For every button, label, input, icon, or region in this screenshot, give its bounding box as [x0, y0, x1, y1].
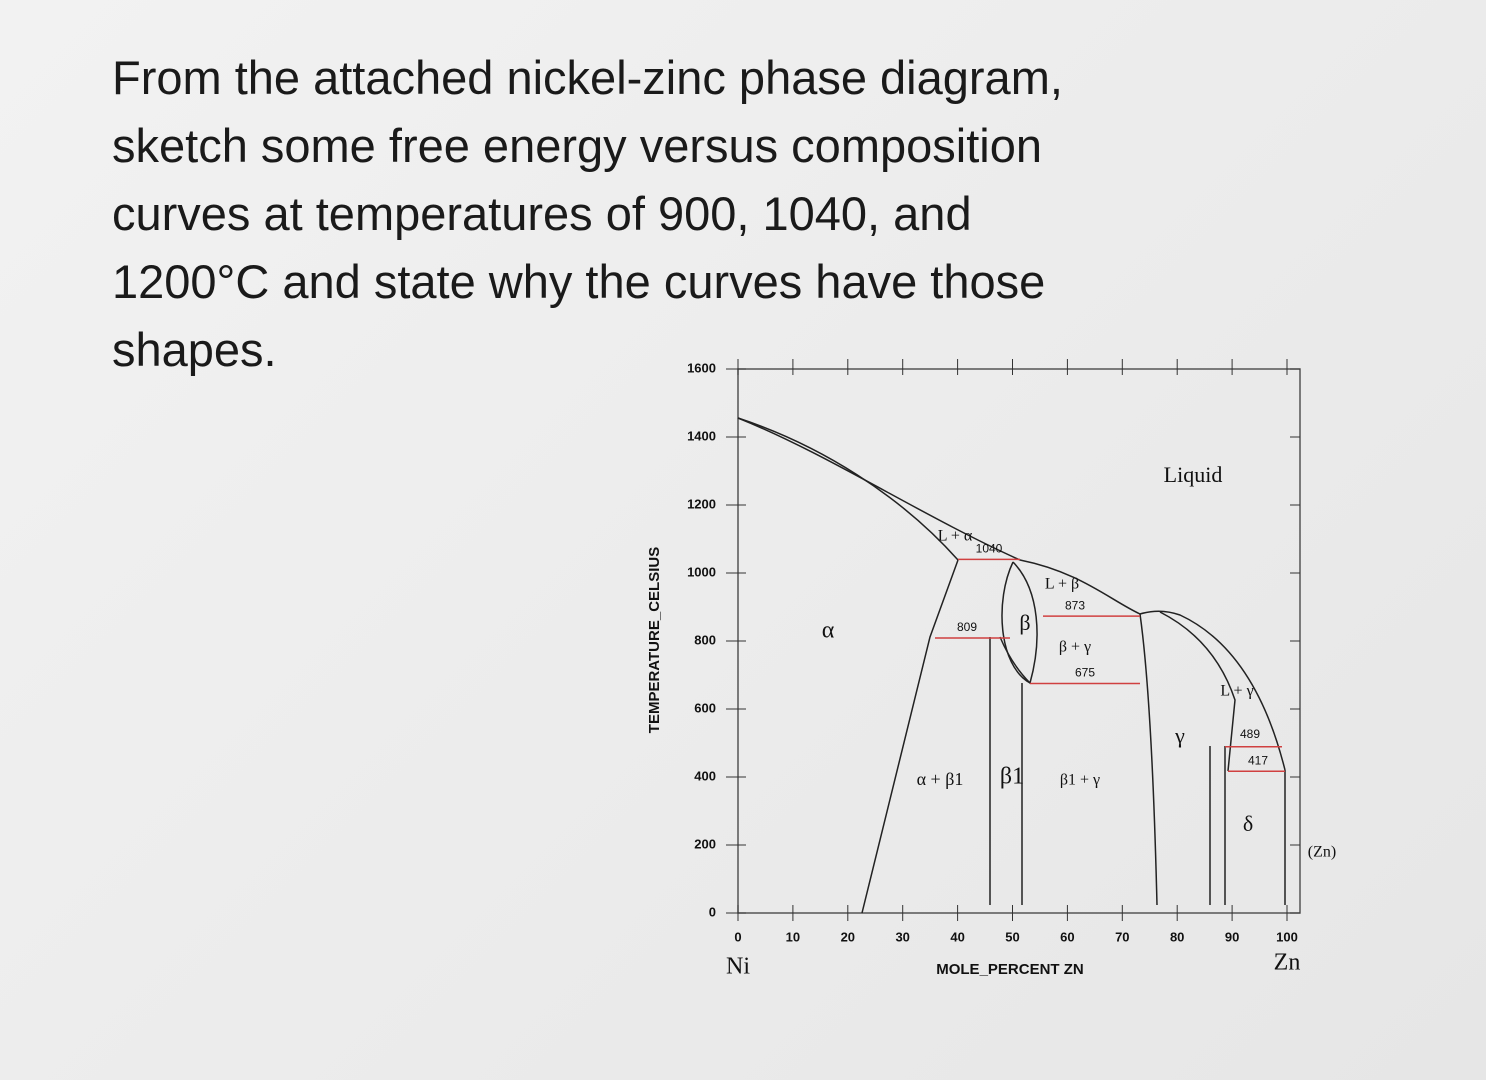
x-tick-label: 70: [1115, 929, 1129, 944]
beta-boundary: [999, 636, 1031, 684]
region-label: β + γ: [1059, 639, 1091, 656]
y-tick-label: 1400: [687, 428, 716, 443]
region-label: β: [1019, 610, 1030, 635]
x-tick-label: 40: [950, 929, 964, 944]
region-label: (Zn): [1308, 844, 1336, 861]
y-tick-label: 1600: [687, 360, 716, 375]
isotherm-label: 675: [1075, 666, 1095, 680]
question-line: shapes.: [112, 323, 277, 376]
y-tick-label: 0: [709, 904, 716, 919]
question-line: 1200°C and state why the curves have tho…: [112, 255, 1046, 308]
gamma-solidus: [1159, 611, 1236, 772]
region-label: γ: [1174, 723, 1185, 748]
question-line: curves at temperatures of 900, 1040, and: [112, 187, 972, 240]
x-tick-label: 100: [1276, 929, 1298, 944]
x-tick-label: 20: [841, 929, 855, 944]
beta1-boundaries: [989, 637, 1023, 905]
x-axis-title: MOLE_PERCENT ZN: [936, 961, 1084, 978]
solidus: [737, 417, 959, 561]
y-tick-label: 400: [694, 768, 716, 783]
isotherm-label: 417: [1248, 753, 1268, 767]
isotherm-label: 1040: [976, 542, 1003, 556]
isotherm-label: 489: [1240, 727, 1260, 741]
y-tick-label: 1000: [687, 564, 716, 579]
gamma-boundary: [1139, 613, 1158, 906]
liquidus: [737, 417, 1141, 615]
region-label: L + β: [1045, 576, 1079, 593]
region-label: L + γ: [1220, 683, 1253, 700]
left-end-label: Ni: [726, 954, 750, 980]
question-line: sketch some free energy versus compositi…: [112, 119, 1042, 172]
y-tick-label: 200: [694, 836, 716, 851]
y-tick-label: 600: [694, 700, 716, 715]
isotherm-label: 809: [957, 620, 977, 634]
region-label: δ: [1243, 811, 1253, 836]
region-label: α + β1: [917, 769, 964, 789]
x-tick-label: 50: [1005, 929, 1019, 944]
x-tick-label: 90: [1225, 929, 1239, 944]
y-axis-title: TEMPERATURE_CELSIUS: [646, 547, 663, 733]
delta-boundaries: [1209, 746, 1286, 905]
region-label: α: [822, 618, 835, 644]
isotherm-label: 873: [1065, 598, 1085, 612]
question-line: From the attached nickel-zinc phase diag…: [112, 51, 1063, 104]
alpha-boundary: [861, 559, 959, 914]
phase-boundaries: [737, 368, 1301, 914]
region-label: β1: [1000, 764, 1024, 790]
gamma-liquidus: [1139, 610, 1286, 771]
x-tick-label: 60: [1060, 929, 1074, 944]
region-label: Liquid: [1164, 462, 1223, 487]
x-tick-label: 30: [895, 929, 909, 944]
y-tick-label: 1200: [687, 496, 716, 511]
right-end-label: Zn: [1274, 950, 1301, 976]
y-tick-label: 800: [694, 632, 716, 647]
region-label: L + α: [938, 528, 973, 545]
x-tick-label: 10: [786, 929, 800, 944]
x-tick-label: 80: [1170, 929, 1184, 944]
region-label: β1 + γ: [1060, 772, 1100, 789]
x-tick-label: 0: [734, 929, 741, 944]
